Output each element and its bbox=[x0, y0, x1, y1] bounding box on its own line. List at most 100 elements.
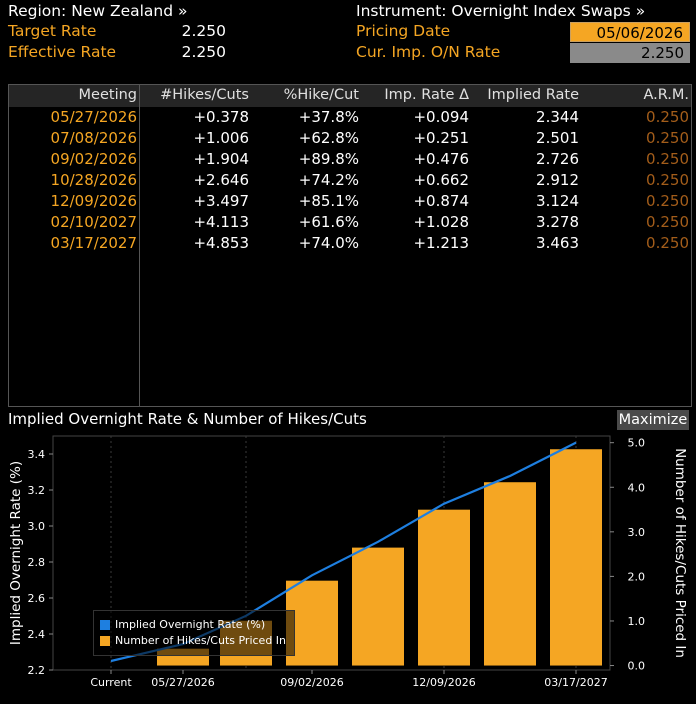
table-row[interactable]: 12/09/2026 +3.497 +85.1% +0.874 3.124 0.250 bbox=[9, 192, 691, 213]
target-rate-value: 2.250 bbox=[181, 22, 226, 40]
table-cell: 2.726 bbox=[536, 150, 579, 168]
legend-label-hikes: Number of Hikes/Cuts Priced In bbox=[115, 634, 287, 647]
table-cell: +0.094 bbox=[413, 108, 469, 126]
table-cell: +74.0% bbox=[298, 234, 359, 252]
legend-label-rate: Implied Overnight Rate (%) bbox=[115, 618, 266, 631]
pricing-date-input[interactable]: 05/06/2026 bbox=[570, 22, 690, 42]
pricing-date-label: Pricing Date bbox=[356, 22, 451, 40]
meetings-table: Meeting #Hikes/Cuts %Hike/Cut Imp. Rate Δ Im… bbox=[8, 84, 692, 407]
column-header[interactable]: Meeting bbox=[78, 87, 137, 103]
y2-axis-label: Number of Hikes/Cuts Priced In bbox=[672, 448, 688, 658]
x-tick-label: 05/27/2026 bbox=[151, 676, 214, 689]
table-cell: 12/09/2026 bbox=[50, 192, 137, 210]
y2-tick-label: 3.0 bbox=[628, 526, 646, 539]
cur-imp-rate-label: Cur. Imp. O/N Rate bbox=[356, 43, 501, 61]
table-cell: 0.250 bbox=[646, 129, 689, 147]
effective-rate-label: Effective Rate bbox=[8, 43, 117, 61]
y-tick-label: 2.6 bbox=[28, 592, 46, 605]
hikes-bar bbox=[484, 482, 536, 666]
x-tick-label: 09/02/2026 bbox=[280, 676, 343, 689]
y-tick-label: 3.2 bbox=[28, 484, 46, 497]
table-row[interactable]: 09/02/2026 +1.904 +89.8% +0.476 2.726 0.250 bbox=[9, 150, 691, 171]
table-cell: +89.8% bbox=[298, 150, 359, 168]
table-row[interactable]: 05/27/2026 +0.378 +37.8% +0.094 2.344 0.250 bbox=[9, 108, 691, 129]
table-cell: +1.028 bbox=[413, 213, 469, 231]
y2-tick-label: 0.0 bbox=[628, 660, 646, 673]
column-header[interactable]: Imp. Rate Δ bbox=[384, 87, 469, 103]
legend-item-hikes: Number of Hikes/Cuts Priced In bbox=[100, 634, 286, 648]
instrument-selector[interactable]: Instrument: Overnight Index Swaps » bbox=[356, 2, 646, 20]
table-cell: 0.250 bbox=[646, 108, 689, 126]
chart-title: Implied Overnight Rate & Number of Hikes… bbox=[8, 410, 367, 428]
column-header[interactable]: #Hikes/Cuts bbox=[160, 87, 249, 103]
legend-item-rate: Implied Overnight Rate (%) bbox=[100, 618, 265, 632]
table-cell: 0.250 bbox=[646, 234, 689, 252]
y-tick-label: 3.4 bbox=[28, 448, 46, 461]
table-cell: +74.2% bbox=[298, 171, 359, 189]
table-cell: +0.251 bbox=[413, 129, 469, 147]
table-cell: +0.662 bbox=[413, 171, 469, 189]
y2-tick-label: 5.0 bbox=[628, 437, 646, 450]
y-tick-label: 3.0 bbox=[28, 520, 46, 533]
column-header[interactable]: Implied Rate bbox=[487, 87, 579, 103]
table-cell: 0.250 bbox=[646, 150, 689, 168]
table-cell: 0.250 bbox=[646, 213, 689, 231]
table-cell: 2.344 bbox=[536, 108, 579, 126]
table-cell: 2.912 bbox=[536, 171, 579, 189]
y-tick-label: 2.8 bbox=[28, 556, 46, 569]
legend-swatch-hikes bbox=[100, 636, 110, 646]
table-cell: +2.646 bbox=[193, 171, 249, 189]
y-axis-label: Implied Overnight Rate (%) bbox=[8, 461, 24, 645]
legend-swatch-rate bbox=[100, 620, 110, 630]
table-cell: +4.113 bbox=[193, 213, 249, 231]
y-tick-label: 2.4 bbox=[28, 628, 46, 641]
hikes-bar bbox=[550, 449, 602, 666]
table-cell: +4.853 bbox=[193, 234, 249, 252]
table-cell: 0.250 bbox=[646, 171, 689, 189]
column-header[interactable]: A.R.M. bbox=[643, 87, 689, 103]
maximize-button[interactable]: Maximize bbox=[617, 410, 689, 430]
table-row[interactable]: 10/28/2026 +2.646 +74.2% +0.662 2.912 0.250 bbox=[9, 171, 691, 192]
region-selector[interactable]: Region: New Zealand » bbox=[8, 2, 188, 20]
table-cell: 3.463 bbox=[536, 234, 579, 252]
table-cell: 07/08/2026 bbox=[50, 129, 137, 147]
y-tick-label: 2.2 bbox=[28, 664, 46, 677]
column-header[interactable]: %Hike/Cut bbox=[283, 87, 359, 103]
table-cell: 10/28/2026 bbox=[50, 171, 137, 189]
x-tick-label: Current bbox=[90, 676, 132, 689]
table-cell: 3.278 bbox=[536, 213, 579, 231]
x-tick-label: 03/17/2027 bbox=[544, 676, 607, 689]
table-cell: +61.6% bbox=[298, 213, 359, 231]
table-cell: 03/17/2027 bbox=[50, 234, 137, 252]
table-cell: +0.874 bbox=[413, 192, 469, 210]
table-cell: +1.904 bbox=[193, 150, 249, 168]
table-row[interactable]: 07/08/2026 +1.006 +62.8% +0.251 2.501 0.250 bbox=[9, 129, 691, 150]
table-cell: 0.250 bbox=[646, 192, 689, 210]
chart-svg: 2.2 2.4 2.6 2.8 3.0 3.2 3.4 0.0 1.0 2.0 3.0 4.0 5.0 C… bbox=[8, 435, 688, 689]
table-cell: 2.501 bbox=[536, 129, 579, 147]
hikes-bar bbox=[418, 509, 470, 666]
table-cell: +85.1% bbox=[298, 192, 359, 210]
table-row[interactable]: 02/10/2027 +4.113 +61.6% +1.028 3.278 0.250 bbox=[9, 213, 691, 234]
hikes-bar bbox=[352, 547, 404, 666]
table-cell: +3.497 bbox=[193, 192, 249, 210]
column-divider bbox=[139, 85, 140, 406]
y2-tick-label: 2.0 bbox=[628, 570, 646, 583]
table-cell: +0.476 bbox=[413, 150, 469, 168]
cur-imp-rate-value: 2.250 bbox=[570, 43, 690, 63]
table-cell: +62.8% bbox=[298, 129, 359, 147]
table-cell: +1.006 bbox=[193, 129, 249, 147]
table-cell: +37.8% bbox=[298, 108, 359, 126]
table-cell: 3.124 bbox=[536, 192, 579, 210]
table-cell: 02/10/2027 bbox=[50, 213, 137, 231]
chart-legend: Implied Overnight Rate (%) Number of Hik… bbox=[93, 610, 295, 656]
x-tick-label: 12/09/2026 bbox=[412, 676, 475, 689]
y2-tick-label: 4.0 bbox=[628, 481, 646, 494]
y2-tick-label: 1.0 bbox=[628, 615, 646, 628]
table-row[interactable]: 03/17/2027 +4.853 +74.0% +1.213 3.463 0.250 bbox=[9, 234, 691, 255]
table-cell: 09/02/2026 bbox=[50, 150, 137, 168]
target-rate-label: Target Rate bbox=[8, 22, 97, 40]
table-cell: +0.378 bbox=[193, 108, 249, 126]
effective-rate-value: 2.250 bbox=[181, 43, 226, 61]
chart-area: 2.2 2.4 2.6 2.8 3.0 3.2 3.4 0.0 1.0 2.0 3.0 4.0 5.0 C… bbox=[0, 430, 696, 700]
